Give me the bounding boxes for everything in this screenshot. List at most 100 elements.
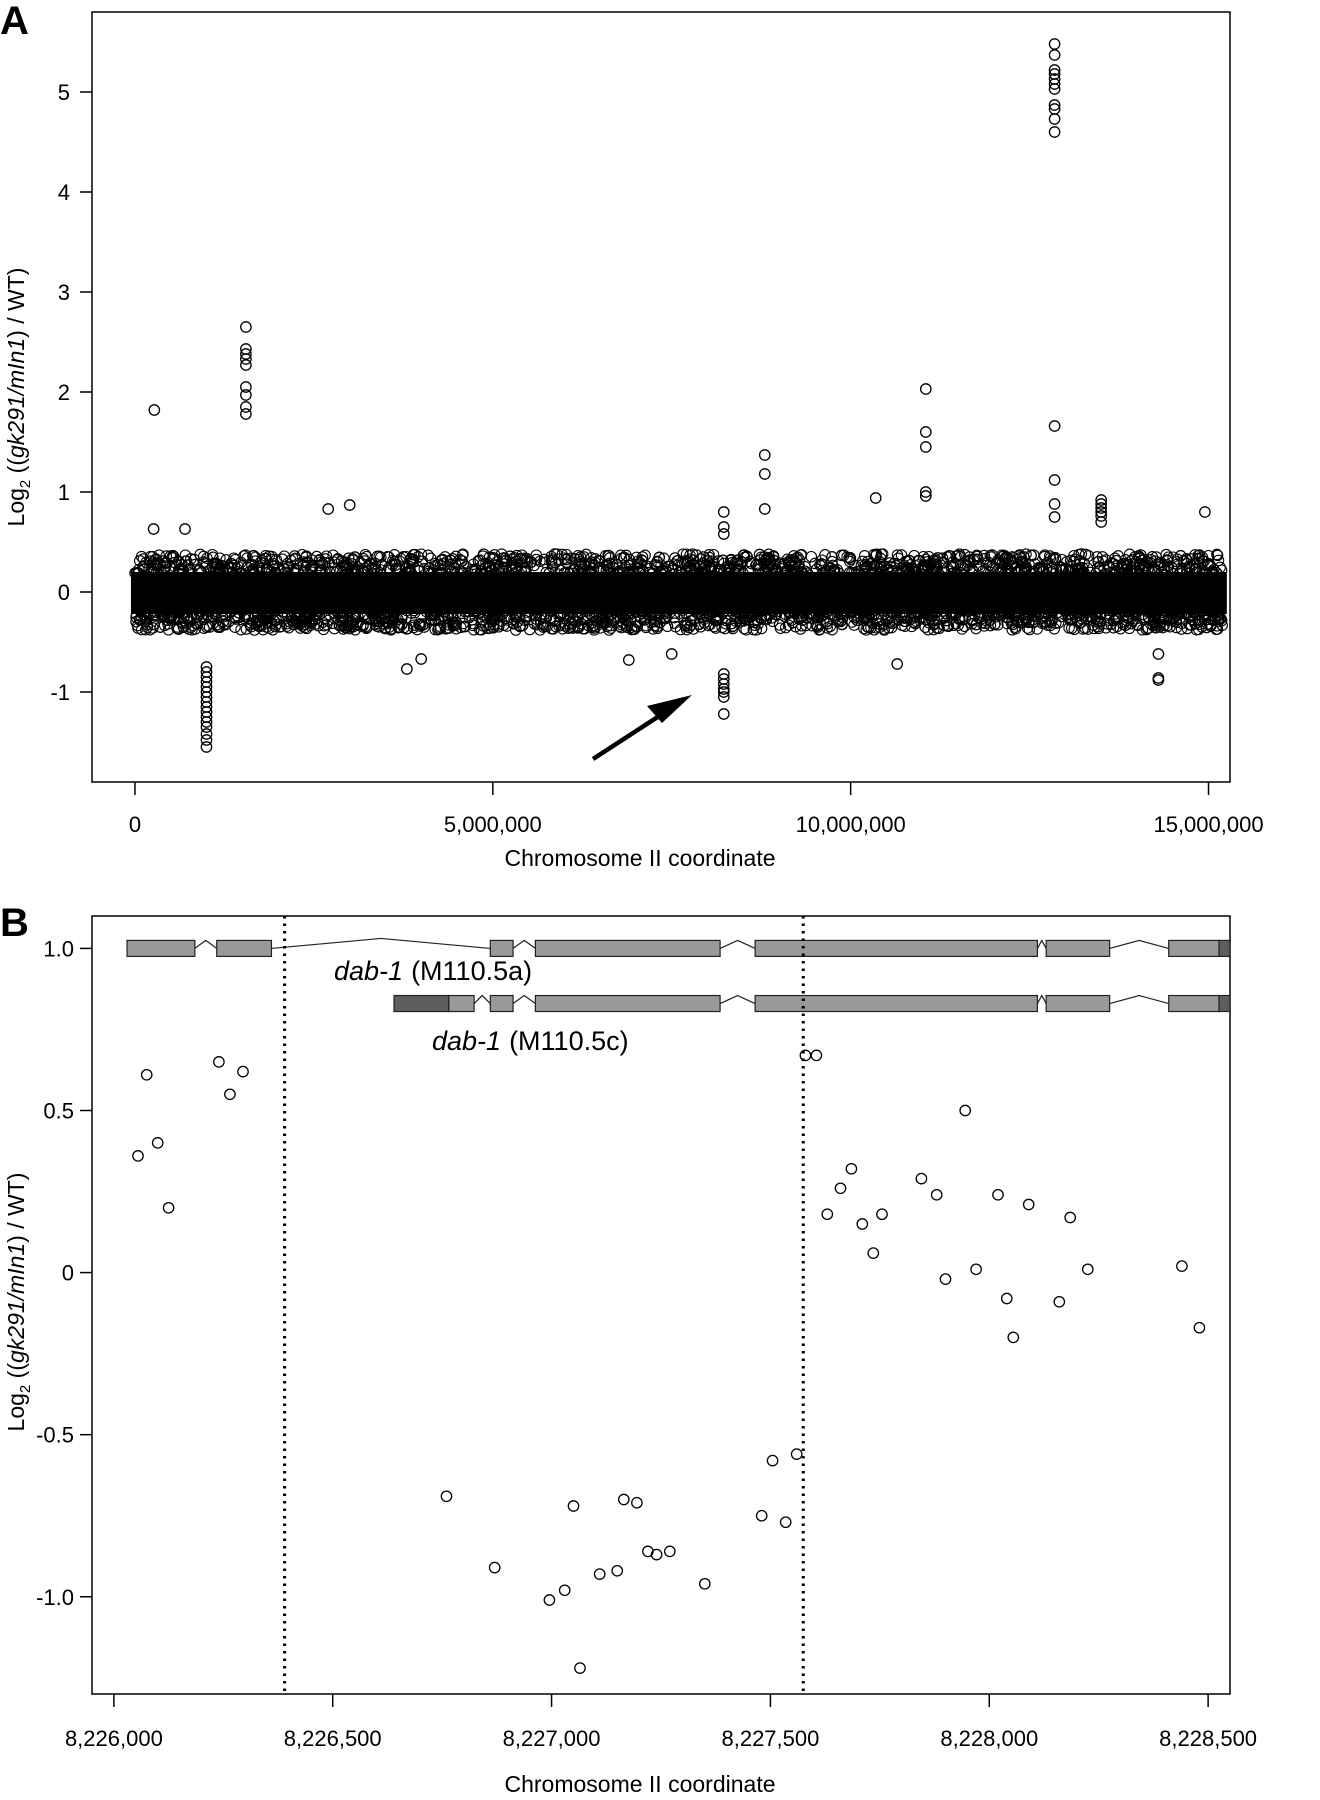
data-point xyxy=(510,561,522,573)
data-point xyxy=(629,605,642,618)
data-point xyxy=(936,552,949,564)
data-point xyxy=(854,608,867,620)
data-point xyxy=(752,567,765,579)
data-point xyxy=(343,552,355,564)
data-point xyxy=(663,1545,676,1558)
data-point xyxy=(516,619,529,632)
data-point xyxy=(335,555,348,567)
data-point xyxy=(944,550,957,562)
data-point xyxy=(599,616,612,629)
data-point xyxy=(915,562,928,575)
data-point xyxy=(200,721,213,733)
data-point xyxy=(745,609,758,621)
data-point xyxy=(585,556,598,568)
y-axis-a: -1 0 1 2 3 4 5 xyxy=(50,80,92,705)
data-point xyxy=(1022,1198,1035,1211)
gene-isoform-a: (M110.5a) xyxy=(411,956,532,986)
y-axis-title-a: Log2 ((gk291/mIn1) / WT) xyxy=(3,268,34,527)
data-point xyxy=(1147,619,1159,632)
data-point xyxy=(1038,565,1050,577)
data-point xyxy=(928,554,940,567)
data-point xyxy=(548,548,561,560)
data-point xyxy=(332,613,344,626)
data-point xyxy=(940,608,953,620)
data-point xyxy=(779,1516,792,1529)
data-point xyxy=(1193,1321,1206,1334)
data-point xyxy=(919,383,932,395)
y-title-sub: 2 xyxy=(17,1385,34,1393)
data-point xyxy=(767,551,780,563)
data-point xyxy=(359,562,371,575)
data-point xyxy=(450,619,462,631)
intron xyxy=(512,994,536,1005)
gene-model-a xyxy=(126,937,1231,958)
data-point xyxy=(492,619,504,631)
annotation-arrow-head xyxy=(647,695,692,723)
data-point xyxy=(1183,610,1196,623)
data-point xyxy=(1091,615,1103,627)
exon xyxy=(126,939,196,958)
data-point xyxy=(190,617,202,630)
data-point xyxy=(717,683,730,695)
data-point xyxy=(170,606,183,618)
data-point xyxy=(572,550,584,562)
data-point xyxy=(243,566,255,578)
data-point xyxy=(647,623,659,635)
data-point xyxy=(1198,607,1211,620)
data-point xyxy=(1199,506,1211,518)
data-point xyxy=(758,503,771,515)
data-point xyxy=(140,556,152,569)
data-point xyxy=(701,554,714,567)
data-point xyxy=(294,622,307,634)
data-point xyxy=(558,1584,571,1597)
data-point xyxy=(164,613,176,625)
data-point xyxy=(702,619,715,632)
data-point xyxy=(1103,614,1115,627)
data-point xyxy=(1149,607,1161,619)
data-point xyxy=(1081,1263,1094,1276)
data-point xyxy=(899,612,911,624)
data-point xyxy=(1053,1295,1066,1308)
data-point xyxy=(611,1564,624,1577)
data-point xyxy=(996,604,1008,617)
data-point xyxy=(507,617,520,629)
data-point xyxy=(303,615,315,628)
data-point xyxy=(869,492,882,504)
data-point xyxy=(475,616,488,628)
data-point xyxy=(251,616,263,629)
data-point xyxy=(1161,619,1174,632)
data-point xyxy=(1025,549,1037,562)
data-point xyxy=(617,552,630,564)
data-point xyxy=(365,607,378,620)
data-point xyxy=(316,558,329,570)
data-point xyxy=(1171,609,1183,622)
data-point xyxy=(966,613,979,626)
data-point xyxy=(781,564,794,576)
data-point xyxy=(1050,564,1063,577)
data-point xyxy=(427,564,439,576)
data-point xyxy=(964,554,976,567)
data-point xyxy=(858,567,871,580)
gene-label-a: dab-1 (M110.5a) xyxy=(334,956,532,986)
data-point xyxy=(528,559,540,572)
data-point xyxy=(688,559,701,572)
data-point xyxy=(240,408,252,420)
data-point xyxy=(717,528,730,540)
data-point xyxy=(248,567,261,580)
data-point xyxy=(695,566,707,578)
data-point xyxy=(240,381,252,393)
data-point xyxy=(810,606,822,619)
data-point xyxy=(300,550,313,562)
data-point xyxy=(1054,563,1067,576)
data-point xyxy=(484,561,496,573)
data-point xyxy=(240,359,252,371)
data-point xyxy=(1071,562,1084,575)
data-point xyxy=(567,1500,580,1512)
data-point xyxy=(1019,560,1032,573)
data-point xyxy=(971,550,983,563)
gene-isoform-c: (M110.5c) xyxy=(509,1026,629,1056)
data-point xyxy=(270,614,283,626)
data-point xyxy=(1045,604,1057,616)
data-point xyxy=(372,615,385,628)
data-point xyxy=(429,623,441,636)
